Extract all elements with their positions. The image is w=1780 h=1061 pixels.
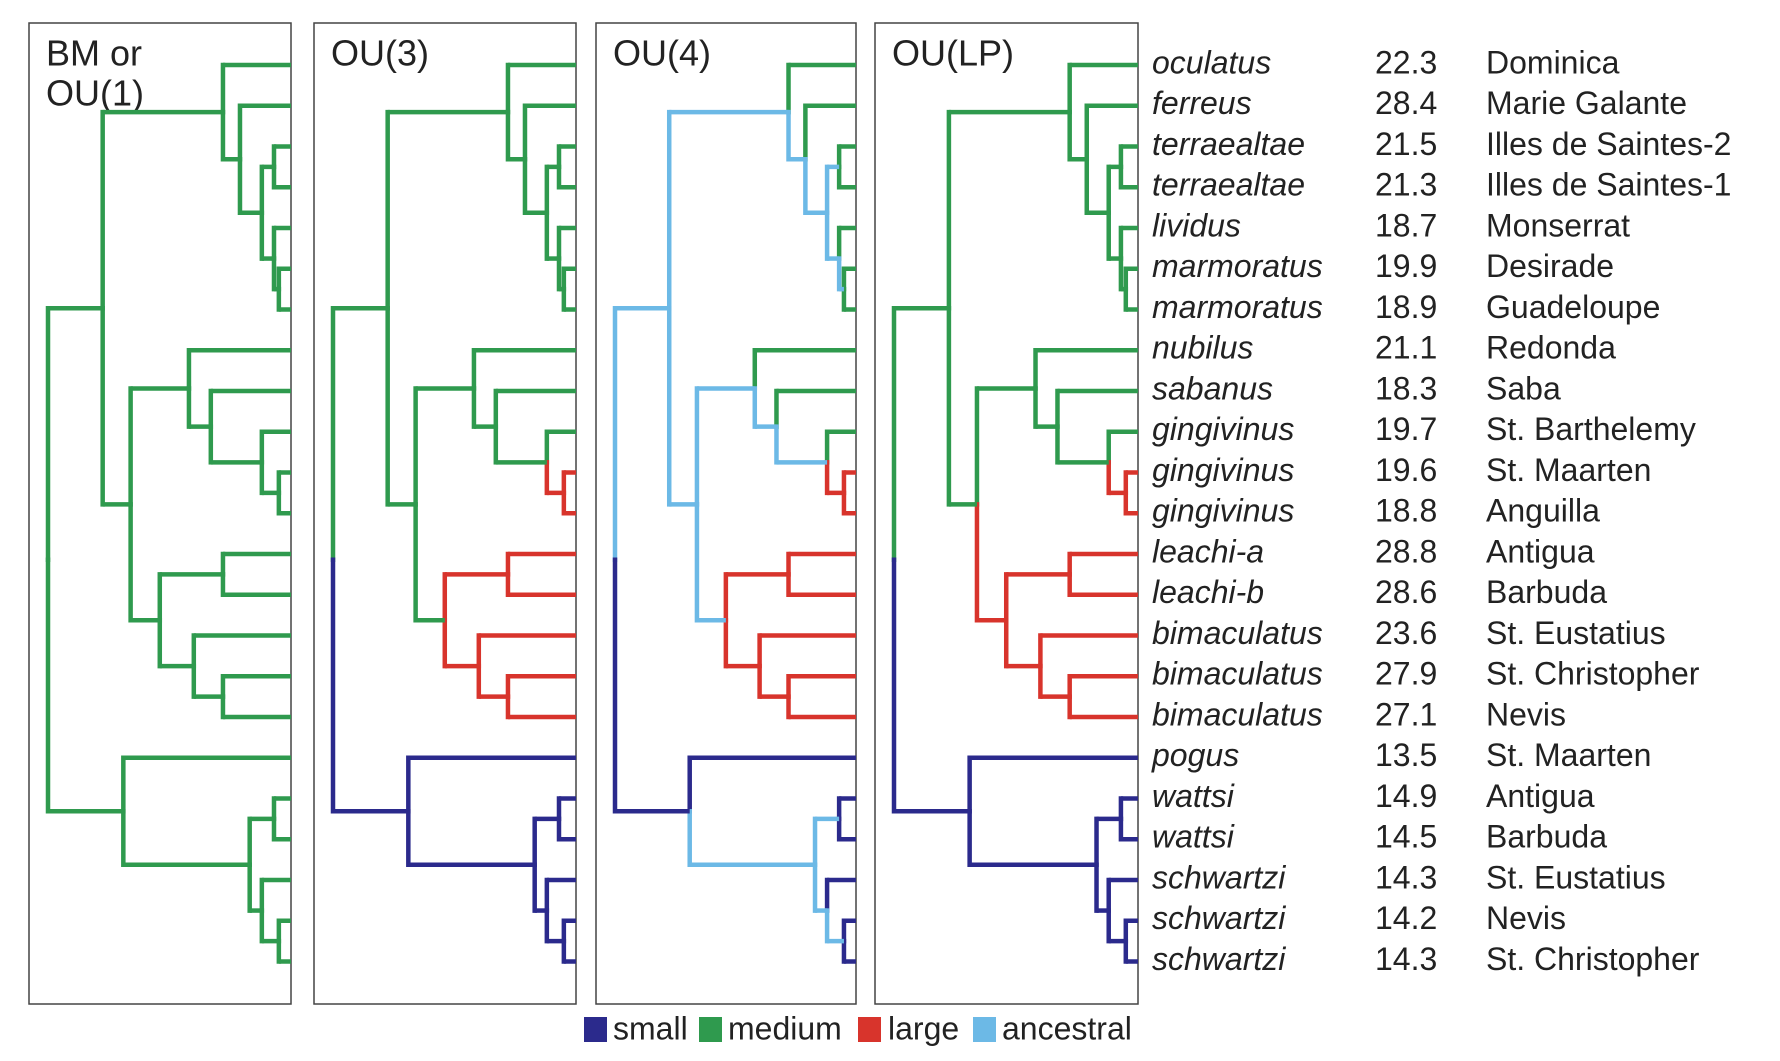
body-size: 28.8 bbox=[1375, 533, 1437, 569]
species-name: terraealtae bbox=[1152, 167, 1305, 203]
legend-swatch bbox=[584, 1017, 607, 1042]
species-name: schwartzi bbox=[1152, 941, 1286, 977]
island-name: St. Maarten bbox=[1486, 737, 1651, 773]
body-size: 18.9 bbox=[1375, 289, 1437, 325]
species-name: bimaculatus bbox=[1152, 696, 1323, 732]
species-name: gingivinus bbox=[1152, 493, 1294, 529]
body-size: 19.6 bbox=[1375, 452, 1437, 488]
panel-title: BM or bbox=[46, 33, 142, 74]
species-name: ferreus bbox=[1152, 85, 1252, 121]
panel-title: OU(1) bbox=[46, 73, 144, 114]
island-name: Marie Galante bbox=[1486, 85, 1687, 121]
species-name: wattsi bbox=[1152, 819, 1235, 855]
island-name: Anguilla bbox=[1486, 493, 1600, 529]
island-name: St. Christopher bbox=[1486, 941, 1700, 977]
legend-label: large bbox=[888, 1010, 959, 1046]
island-name: Antigua bbox=[1486, 533, 1595, 569]
island-name: Guadeloupe bbox=[1486, 289, 1660, 325]
legend-label: medium bbox=[728, 1010, 842, 1046]
island-name: St. Barthelemy bbox=[1486, 411, 1696, 447]
species-name: marmoratus bbox=[1152, 289, 1323, 325]
species-name: bimaculatus bbox=[1152, 656, 1323, 692]
island-name: Antigua bbox=[1486, 778, 1595, 814]
island-name: Illes de Saintes-2 bbox=[1486, 126, 1731, 162]
island-name: St. Maarten bbox=[1486, 452, 1651, 488]
body-size: 27.9 bbox=[1375, 656, 1437, 692]
island-name: Redonda bbox=[1486, 330, 1616, 366]
panel-title: OU(4) bbox=[613, 33, 711, 74]
island-name: St. Eustatius bbox=[1486, 615, 1666, 651]
body-size: 27.1 bbox=[1375, 696, 1437, 732]
body-size: 14.5 bbox=[1375, 819, 1437, 855]
body-size: 21.1 bbox=[1375, 330, 1437, 366]
legend-swatch bbox=[699, 1017, 722, 1042]
body-size: 22.3 bbox=[1375, 44, 1437, 80]
species-name: schwartzi bbox=[1152, 900, 1286, 936]
island-name: Dominica bbox=[1486, 44, 1620, 80]
species-name: pogus bbox=[1151, 737, 1239, 773]
body-size: 18.8 bbox=[1375, 493, 1437, 529]
species-name: schwartzi bbox=[1152, 859, 1286, 895]
island-name: Barbuda bbox=[1486, 574, 1607, 610]
species-name: gingivinus bbox=[1152, 452, 1294, 488]
body-size: 21.3 bbox=[1375, 167, 1437, 203]
body-size: 28.6 bbox=[1375, 574, 1437, 610]
body-size: 21.5 bbox=[1375, 126, 1437, 162]
island-name: Desirade bbox=[1486, 248, 1614, 284]
legend-label: small bbox=[613, 1010, 688, 1046]
body-size: 18.7 bbox=[1375, 207, 1437, 243]
body-size: 19.9 bbox=[1375, 248, 1437, 284]
legend-swatch bbox=[973, 1017, 996, 1042]
island-name: St. Eustatius bbox=[1486, 859, 1666, 895]
legend-label: ancestral bbox=[1002, 1010, 1132, 1046]
species-name: terraealtae bbox=[1152, 126, 1305, 162]
species-name: oculatus bbox=[1152, 44, 1271, 80]
island-name: Barbuda bbox=[1486, 819, 1607, 855]
species-name: wattsi bbox=[1152, 778, 1235, 814]
species-name: sabanus bbox=[1152, 370, 1273, 406]
body-size: 28.4 bbox=[1375, 85, 1437, 121]
island-name: Monserrat bbox=[1486, 207, 1630, 243]
island-name: Illes de Saintes-1 bbox=[1486, 167, 1731, 203]
species-name: bimaculatus bbox=[1152, 615, 1323, 651]
species-name: marmoratus bbox=[1152, 248, 1323, 284]
species-name: lividus bbox=[1152, 207, 1241, 243]
body-size: 14.3 bbox=[1375, 941, 1437, 977]
legend-swatch bbox=[858, 1017, 881, 1042]
body-size: 13.5 bbox=[1375, 737, 1437, 773]
body-size: 19.7 bbox=[1375, 411, 1437, 447]
island-name: Nevis bbox=[1486, 696, 1566, 732]
species-name: gingivinus bbox=[1152, 411, 1294, 447]
body-size: 18.3 bbox=[1375, 370, 1437, 406]
island-name: St. Christopher bbox=[1486, 656, 1700, 692]
species-name: nubilus bbox=[1152, 330, 1253, 366]
species-name: leachi-b bbox=[1152, 574, 1264, 610]
species-name: leachi-a bbox=[1152, 533, 1264, 569]
panel-title: OU(LP) bbox=[892, 33, 1014, 74]
body-size: 14.3 bbox=[1375, 859, 1437, 895]
panel-title: OU(3) bbox=[331, 33, 429, 74]
body-size: 14.9 bbox=[1375, 778, 1437, 814]
body-size: 14.2 bbox=[1375, 900, 1437, 936]
island-name: Saba bbox=[1486, 370, 1561, 406]
island-name: Nevis bbox=[1486, 900, 1566, 936]
body-size: 23.6 bbox=[1375, 615, 1437, 651]
